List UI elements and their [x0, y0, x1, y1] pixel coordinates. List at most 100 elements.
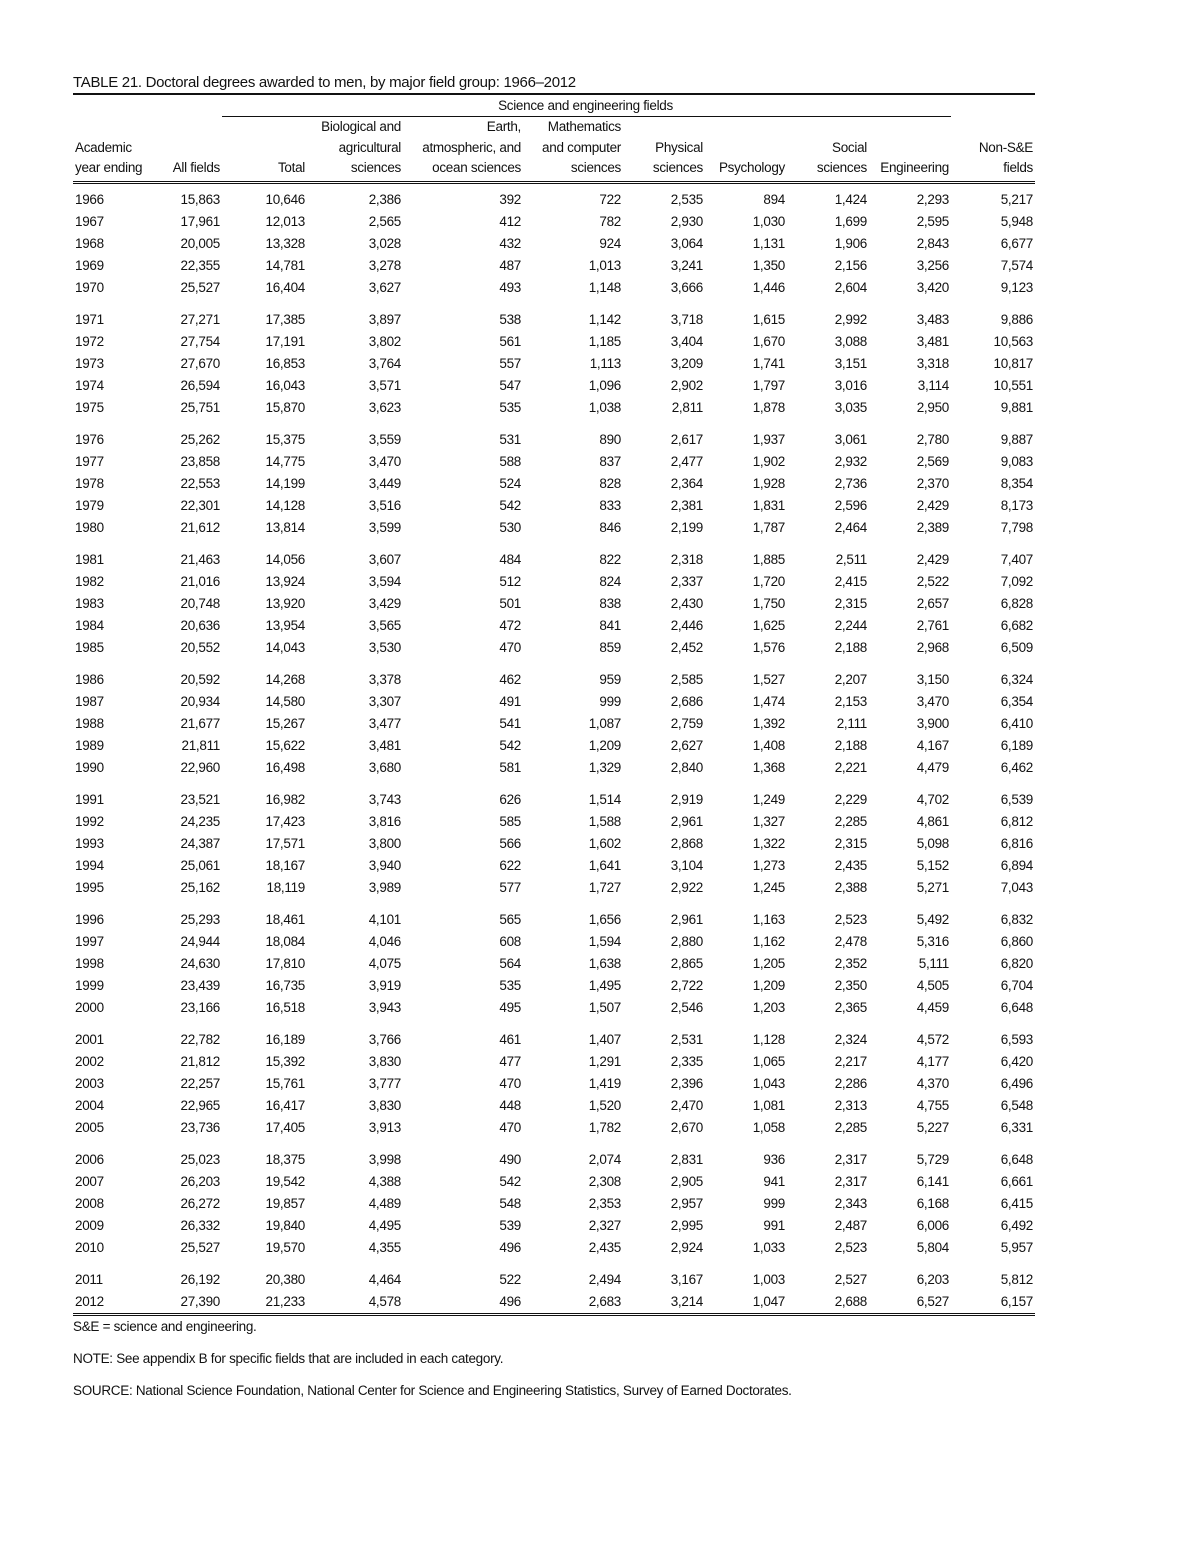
value-cell: 2,968: [916, 639, 950, 655]
value-cell: 2,527: [834, 1271, 868, 1287]
value-cell: 2,494: [588, 1271, 622, 1287]
value-cell: 2,221: [834, 759, 868, 775]
value-cell: 25,293: [180, 911, 221, 927]
value-cell: 4,464: [368, 1271, 402, 1287]
value-cell: 25,751: [180, 399, 221, 415]
value-cell: 2,315: [834, 835, 868, 851]
value-cell: 21,811: [181, 737, 221, 753]
table-row: 1967 17,961 12,013 2,565 412 782 2,930 1,030 1,6…: [73, 211, 1035, 233]
value-cell: 26,192: [180, 1271, 221, 1287]
value-cell: 1,058: [752, 1119, 786, 1135]
value-cell: 3,214: [623, 1290, 705, 1316]
value-cell: 4,572: [916, 1031, 950, 1047]
value-cell: 2,153: [834, 693, 868, 709]
year-cell: 1971: [75, 311, 104, 327]
year-cell: 1981: [75, 551, 104, 567]
value-cell: 1,203: [752, 999, 786, 1015]
value-cell: 26,203: [180, 1173, 221, 1189]
value-cell: 2,657: [916, 595, 950, 611]
year-cell: 1996: [75, 911, 104, 927]
column-header: [951, 117, 1035, 138]
table-row: 1972 27,754 17,191 3,802 561 1,185 3,404 1,670 3…: [73, 331, 1035, 353]
value-cell: 24,944: [180, 933, 221, 949]
value-cell: 6,648: [1000, 999, 1034, 1015]
value-cell: 5,217: [1000, 191, 1034, 207]
value-cell: 13,954: [265, 617, 306, 633]
value-cell: 924: [599, 235, 621, 251]
column-header: Earth,: [486, 119, 522, 134]
value-cell: 4,177: [916, 1053, 950, 1069]
value-cell: 17,423: [265, 813, 306, 829]
value-cell: 10,817: [993, 355, 1034, 371]
value-cell: 18,119: [266, 879, 306, 895]
value-cell: 3,481: [368, 737, 402, 753]
value-cell: 21,016: [180, 573, 221, 589]
table-row: 1980 21,612 13,814 3,599 530 846 2,199 1,787 2,4…: [73, 517, 1035, 539]
value-cell: 15,267: [265, 715, 306, 731]
value-cell: 2,905: [670, 1173, 704, 1189]
year-cell: 1984: [75, 617, 104, 633]
value-cell: 3,477: [368, 715, 402, 731]
value-cell: 5,271: [916, 879, 950, 895]
value-cell: 1,148: [588, 279, 622, 295]
value-cell: 2,293: [916, 191, 950, 207]
table-row: 1989 21,811 15,622 3,481 542 1,209 2,627 1,408 2…: [73, 735, 1035, 757]
value-cell: 19,542: [265, 1173, 306, 1189]
column-header: [150, 138, 222, 159]
table-row: 1988 21,677 15,267 3,477 541 1,087 2,759 1,392 2…: [73, 713, 1035, 735]
value-cell: 535: [499, 977, 521, 993]
value-cell: 2,565: [368, 213, 402, 229]
value-cell: 2,308: [588, 1173, 622, 1189]
value-cell: 1,033: [752, 1239, 786, 1255]
value-cell: 2,961: [670, 911, 704, 927]
value-cell: 1,128: [752, 1031, 786, 1047]
value-cell: 3,913: [368, 1119, 402, 1135]
value-cell: 2,353: [588, 1195, 622, 1211]
value-cell: 2,843: [916, 235, 950, 251]
value-cell: 2,429: [916, 497, 950, 513]
value-cell: 6,331: [1000, 1119, 1034, 1135]
value-cell: 2,840: [670, 759, 704, 775]
value-cell: 1,209: [588, 737, 622, 753]
year-cell: 1973: [75, 355, 104, 371]
source-note: SOURCE: National Science Foundation, Nat…: [73, 1382, 792, 1398]
value-cell: 17,571: [265, 835, 306, 851]
value-cell: 2,919: [670, 791, 704, 807]
value-cell: 16,189: [265, 1031, 306, 1047]
value-cell: 1,520: [588, 1097, 622, 1113]
value-cell: 2,831: [670, 1151, 704, 1167]
table-title: TABLE 21. Doctoral degrees awarded to me…: [73, 74, 1035, 95]
value-cell: 14,199: [265, 475, 306, 491]
value-cell: 4,578: [307, 1290, 403, 1316]
value-cell: 2,957: [670, 1195, 704, 1211]
table-row: 1990 22,960 16,498 3,680 581 1,329 2,840 1,368 2…: [73, 757, 1035, 779]
column-header: Academic: [75, 139, 132, 155]
value-cell: 9,083: [1000, 453, 1034, 469]
table-row: 1985 20,552 14,043 3,530 470 859 2,452 1,576 2,1…: [73, 637, 1035, 659]
value-cell: 3,449: [368, 475, 402, 491]
value-cell: 6,539: [1000, 791, 1034, 807]
column-header: and computer: [542, 139, 621, 155]
value-cell: 1,514: [588, 791, 622, 807]
value-cell: 1,273: [752, 857, 786, 873]
table-row: 1996 25,293 18,461 4,101 565 1,656 2,961 1,163 2…: [73, 899, 1035, 931]
column-header: sciences: [623, 158, 705, 184]
value-cell: 6,527: [869, 1290, 952, 1316]
table-row: 1986 20,592 14,268 3,378 462 959 2,585 1,527 2,2…: [73, 659, 1035, 691]
value-cell: 4,075: [368, 955, 402, 971]
column-header: [222, 117, 307, 138]
value-cell: 2,446: [670, 617, 704, 633]
value-cell: 999: [763, 1195, 785, 1211]
value-cell: 2,396: [670, 1075, 704, 1091]
value-cell: 2,992: [834, 311, 868, 327]
value-cell: 2,324: [834, 1031, 868, 1047]
value-cell: 3,800: [368, 835, 402, 851]
value-cell: 2,924: [670, 1239, 704, 1255]
value-cell: 4,505: [916, 977, 950, 993]
table-row: 1973 27,670 16,853 3,764 557 1,113 3,209 1,741 3…: [73, 353, 1035, 375]
year-cell: 1990: [75, 759, 104, 775]
year-cell: 1985: [75, 639, 104, 655]
value-cell: 2,415: [834, 573, 868, 589]
value-cell: 561: [499, 333, 521, 349]
value-cell: 530: [499, 519, 521, 535]
